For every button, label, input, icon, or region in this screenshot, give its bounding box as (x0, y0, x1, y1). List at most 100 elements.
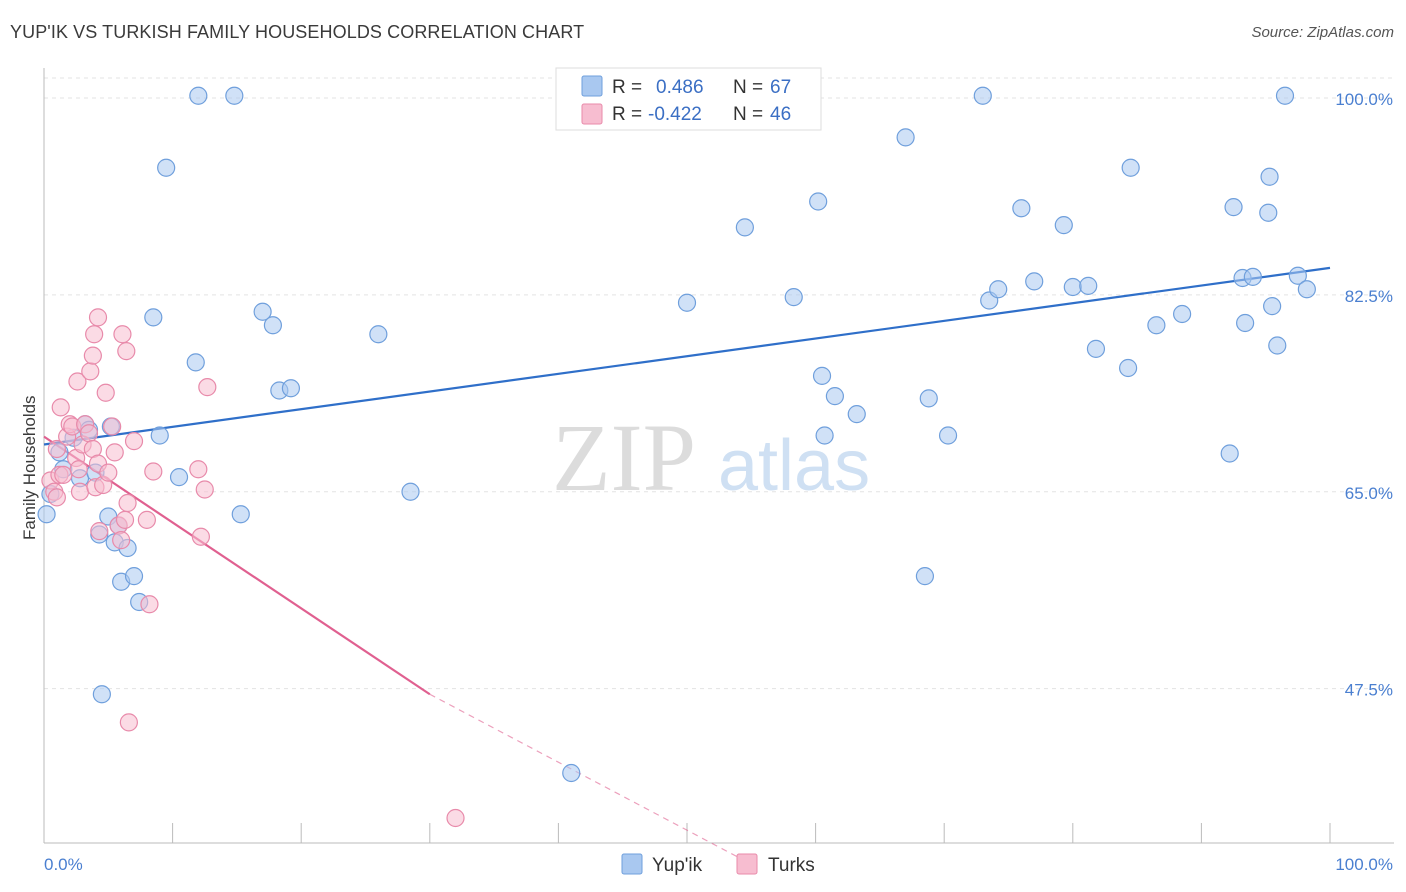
point-yupik (896, 128, 915, 147)
source-label: Source: ZipAtlas.com (1251, 24, 1394, 41)
point-turks (81, 362, 100, 381)
point-yupik (124, 567, 144, 586)
point-turks (47, 488, 66, 507)
point-turks (103, 417, 122, 436)
point-yupik (1173, 304, 1192, 324)
axes (43, 68, 1394, 844)
legend-n-value-2: 46 (770, 104, 791, 125)
point-yupik (157, 158, 176, 177)
legend-r-value-1: 0.486 (656, 77, 704, 98)
point-yupik (812, 366, 832, 385)
point-turks (47, 439, 66, 459)
point-turks (105, 443, 124, 462)
point-yupik (186, 353, 205, 372)
point-yupik (1118, 358, 1138, 378)
point-turks (115, 510, 135, 529)
legend-n-label-1: N = (733, 77, 763, 98)
point-yupik (1260, 167, 1279, 186)
point-yupik (1263, 297, 1282, 316)
point-yupik (1220, 444, 1239, 463)
point-yupik (919, 389, 938, 408)
point-yupik (825, 387, 844, 406)
point-yupik (1259, 203, 1278, 222)
watermark-zip: ZIP (552, 404, 696, 511)
point-turks (79, 424, 99, 443)
y-tick-label: 82.5% (1345, 287, 1393, 306)
point-turks (54, 465, 73, 484)
point-yupik (915, 567, 935, 586)
trend-line-yupik (43, 266, 1331, 446)
point-yupik (189, 86, 208, 105)
point-yupik (169, 468, 189, 487)
point-yupik (1243, 267, 1262, 286)
legend-r-label-2: R = (612, 104, 642, 125)
point-turks (96, 383, 115, 402)
point-yupik (1079, 276, 1098, 295)
point-turks (140, 595, 159, 614)
point-turks (118, 493, 137, 513)
point-turks (189, 460, 208, 479)
point-turks (117, 342, 136, 361)
point-turks (191, 527, 210, 546)
point-yupik (735, 218, 754, 237)
point-yupik (225, 86, 244, 105)
legend-swatch-turks (581, 103, 603, 125)
point-yupik (677, 293, 697, 312)
point-yupik (37, 505, 56, 524)
legend: R = 0.486 N = 67 R = -0.422 N = 46 (555, 67, 822, 131)
point-turks (68, 372, 87, 391)
y-axis-label: Family Households (20, 395, 39, 540)
point-yupik (1288, 266, 1307, 285)
point-yupik (263, 316, 283, 335)
bottom-legend: Yup'ik Turks (621, 853, 815, 876)
y-tick-label: 65.0% (1345, 484, 1393, 503)
legend-swatch-yupik (581, 75, 603, 97)
point-turks (85, 325, 104, 344)
bottom-legend-swatch-yupik (621, 853, 643, 875)
point-yupik (815, 426, 834, 445)
point-yupik (369, 325, 388, 344)
tick-labels: 47.5% 65.0% 82.5% 100.0% 0.0% 100.0% (44, 90, 1393, 874)
point-yupik (562, 763, 581, 783)
y-tick-label: 47.5% (1345, 681, 1393, 700)
point-turks (112, 531, 131, 550)
trend-lines (43, 266, 1331, 858)
x-tick-label-min: 0.0% (44, 855, 83, 874)
point-yupik (1063, 277, 1082, 297)
legend-n-value-1: 67 (770, 77, 791, 98)
point-turks (119, 713, 138, 732)
point-yupik (1224, 198, 1243, 217)
point-yupik (231, 505, 250, 524)
point-turks (70, 482, 90, 501)
point-turks (446, 808, 465, 828)
point-yupik (1012, 199, 1031, 218)
point-yupik (1297, 280, 1316, 299)
point-turks (90, 522, 109, 541)
point-turks (88, 308, 108, 327)
point-turks (144, 462, 163, 481)
bottom-legend-yupik: Yup'ik (652, 855, 703, 876)
point-yupik (1086, 339, 1106, 358)
legend-r-label-1: R = (612, 77, 642, 98)
point-yupik (784, 288, 803, 307)
point-yupik (1268, 336, 1287, 355)
point-yupik (1147, 316, 1166, 335)
point-yupik (847, 405, 866, 424)
y-tick-label: 100.0% (1335, 90, 1393, 109)
data-points (37, 86, 1316, 828)
point-turks (124, 432, 144, 451)
watermark-atlas: atlas (718, 426, 870, 506)
point-turks (83, 346, 102, 365)
point-yupik (1121, 158, 1140, 177)
point-yupik (92, 685, 111, 704)
point-yupik (281, 379, 301, 398)
point-turks (99, 463, 118, 482)
point-turks (51, 398, 70, 417)
point-turks (137, 510, 156, 529)
point-turks (69, 460, 88, 479)
point-yupik (1236, 313, 1255, 333)
x-tick-label-max: 100.0% (1335, 855, 1393, 874)
point-yupik (938, 426, 958, 445)
chart-title: YUP'IK VS TURKISH FAMILY HOUSEHOLDS CORR… (10, 22, 585, 42)
